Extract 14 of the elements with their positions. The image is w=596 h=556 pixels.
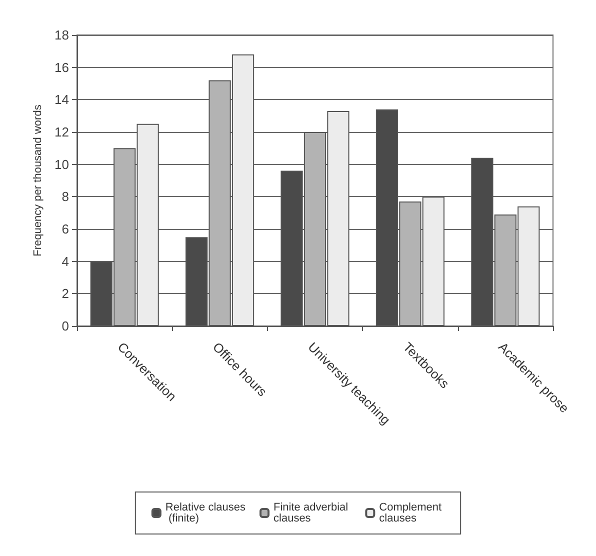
y-tick-label: 2 — [62, 286, 69, 302]
y-tick-label: 10 — [54, 156, 69, 172]
y-tick-label: 16 — [54, 60, 69, 75]
y-axis-title: Frequency per thousand words — [32, 104, 44, 256]
y-tick-label: 18 — [54, 28, 69, 42]
y-tick-label: 0 — [62, 318, 69, 334]
y-tick-label: 8 — [62, 189, 69, 204]
legend-label: Finite adverbial clauses — [274, 502, 352, 524]
y-tick-label: 14 — [54, 92, 69, 108]
legend-label: Complement clauses — [379, 502, 445, 524]
y-tick-label: 6 — [62, 222, 69, 236]
y-tick-label: 4 — [62, 254, 69, 269]
legend-label: Relative clauses (finite) — [165, 502, 246, 524]
y-tick-label: 12 — [54, 124, 69, 140]
